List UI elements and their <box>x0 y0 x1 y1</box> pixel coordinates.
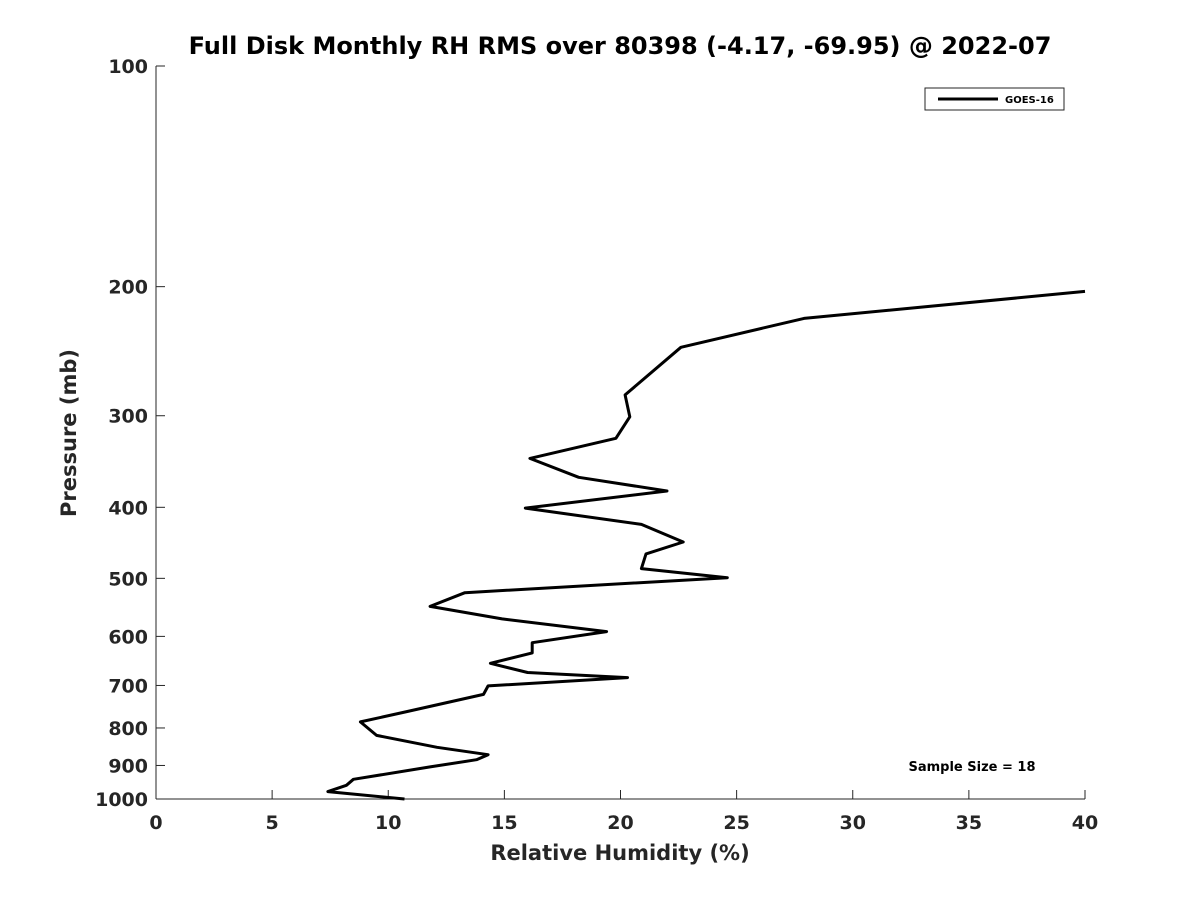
x-tick-label: 0 <box>149 812 162 834</box>
x-tick-label: 5 <box>266 812 279 834</box>
y-axis-label: Pressure (mb) <box>57 349 81 517</box>
y-tick-label: 1000 <box>95 789 148 811</box>
x-tick-label: 10 <box>375 812 401 834</box>
x-tick-label: 20 <box>607 812 633 834</box>
x-tick-label: 35 <box>956 812 982 834</box>
x-tick-label: 15 <box>491 812 517 834</box>
y-tick-label: 400 <box>108 497 148 519</box>
y-tick-label: 600 <box>108 626 148 648</box>
x-ticks: 0 5 10 15 20 25 30 35 40 <box>149 790 1098 834</box>
x-axis-label: Relative Humidity (%) <box>490 841 749 865</box>
legend: GOES-16 <box>924 87 1065 111</box>
y-tick-label: 900 <box>108 755 148 777</box>
y-tick-label: 100 <box>108 56 148 78</box>
y-tick-label: 700 <box>108 675 148 697</box>
y-ticks: 100 200 300 400 500 600 700 800 900 1000 <box>95 56 165 811</box>
y-tick-label: 500 <box>108 568 148 590</box>
x-tick-label: 25 <box>723 812 749 834</box>
x-tick-label: 30 <box>840 812 866 834</box>
y-tick-label: 300 <box>108 406 148 428</box>
sample-size-annotation: Sample Size = 18 <box>908 760 1035 775</box>
y-tick-label: 800 <box>108 718 148 740</box>
series-line-goes-16 <box>326 289 1086 801</box>
x-tick-label: 40 <box>1072 812 1098 834</box>
chart-title: Full Disk Monthly RH RMS over 80398 (-4.… <box>189 32 1052 60</box>
y-tick-label: 200 <box>108 277 148 299</box>
series-layer <box>326 289 1086 801</box>
legend-label-goes-16: GOES-16 <box>1005 95 1054 106</box>
